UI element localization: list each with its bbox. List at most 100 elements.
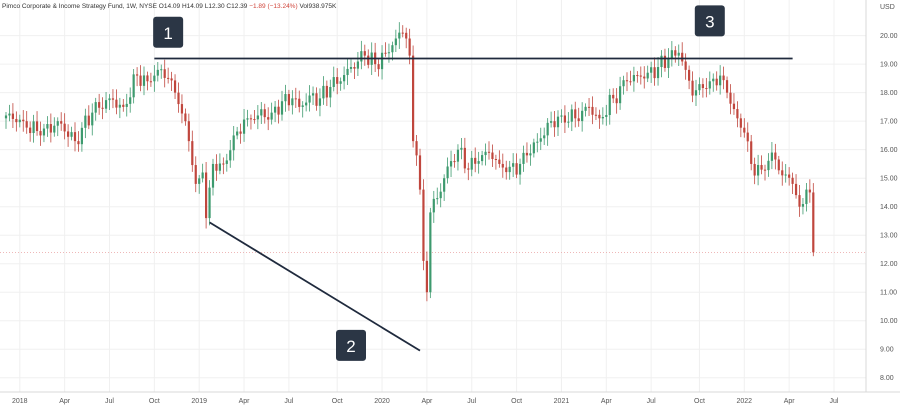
candle-body	[525, 152, 529, 156]
candle-body	[715, 78, 718, 86]
candle	[443, 174, 446, 201]
candle	[508, 160, 511, 180]
candle-body	[512, 163, 515, 167]
candle	[629, 70, 632, 86]
candle	[353, 62, 356, 79]
candle	[567, 112, 570, 128]
candle	[29, 121, 32, 142]
candle-body	[208, 187, 211, 219]
candle-body	[205, 172, 208, 219]
candle-body	[91, 112, 94, 126]
candle-body	[612, 94, 615, 99]
candle	[722, 66, 725, 90]
candle-body	[550, 121, 553, 123]
candle	[225, 153, 228, 172]
candle-body	[539, 138, 542, 142]
candle-body	[487, 151, 491, 153]
candle	[363, 44, 366, 66]
candle-body	[146, 75, 149, 82]
candle-body	[87, 115, 90, 126]
y-tick-label: 10.00	[880, 318, 898, 325]
candle	[619, 76, 622, 110]
candle-body	[643, 76, 646, 79]
candle-body	[4, 115, 8, 119]
marker-2: 2	[336, 329, 366, 361]
candle-body	[98, 102, 101, 108]
candle	[608, 88, 611, 125]
candle	[391, 41, 394, 61]
candle	[636, 71, 639, 83]
candle	[298, 90, 301, 113]
candle-body	[167, 77, 170, 79]
candle-body	[681, 52, 684, 62]
candle	[418, 148, 422, 195]
candle	[577, 107, 580, 127]
candle-body	[249, 118, 253, 120]
candle	[601, 107, 604, 125]
candle-body	[180, 104, 184, 114]
candle-body	[346, 68, 349, 76]
candle	[56, 117, 59, 137]
candle	[329, 79, 332, 108]
candle	[639, 66, 642, 85]
candle-body	[125, 103, 128, 107]
candle	[249, 114, 253, 130]
candle-body	[118, 104, 121, 108]
candle-body	[622, 80, 625, 87]
x-tick-label: Jul	[647, 398, 656, 405]
candle-body	[325, 85, 328, 98]
candle	[301, 101, 304, 118]
candle	[108, 94, 111, 110]
candle	[515, 153, 518, 179]
candle-body	[788, 174, 791, 178]
candle	[346, 58, 349, 86]
candle	[270, 102, 273, 125]
candle-body	[794, 183, 798, 196]
candle	[87, 105, 90, 130]
candle-body	[619, 86, 622, 104]
candle-body	[515, 163, 518, 175]
candle-body	[691, 80, 694, 96]
candle-body	[229, 150, 232, 161]
candle	[46, 116, 49, 137]
candle	[463, 137, 466, 174]
candle-body	[639, 75, 642, 77]
y-tick-label: 16.00	[880, 147, 898, 154]
candle	[8, 104, 11, 122]
candle-body	[236, 131, 239, 136]
candle	[587, 98, 591, 116]
candle-body	[750, 141, 753, 164]
candle	[98, 93, 101, 115]
candle-body	[563, 115, 566, 123]
candle	[746, 122, 749, 152]
candle-body	[722, 75, 725, 81]
candle-body	[784, 174, 787, 176]
marker-box	[153, 16, 184, 48]
candle-body	[753, 163, 756, 176]
candle	[563, 105, 566, 134]
candle-body	[560, 115, 563, 117]
candle	[242, 108, 246, 142]
candle-body	[142, 75, 146, 86]
marker-box	[336, 329, 366, 361]
candle	[194, 156, 197, 193]
candle	[70, 126, 73, 141]
candle	[173, 74, 177, 99]
candle-body	[725, 80, 729, 93]
candle-body	[22, 119, 25, 122]
trend-line	[209, 221, 421, 352]
candle	[584, 103, 587, 117]
candle	[170, 71, 173, 91]
candle-body	[653, 67, 656, 79]
candle	[422, 179, 425, 271]
candle	[605, 104, 608, 126]
candle-body	[284, 94, 287, 102]
candle-body	[591, 106, 594, 115]
candle	[460, 137, 463, 160]
candle-body	[322, 85, 325, 99]
candle-body	[719, 75, 722, 86]
candle-body	[349, 67, 353, 69]
candle	[598, 109, 601, 129]
candle	[80, 122, 83, 152]
